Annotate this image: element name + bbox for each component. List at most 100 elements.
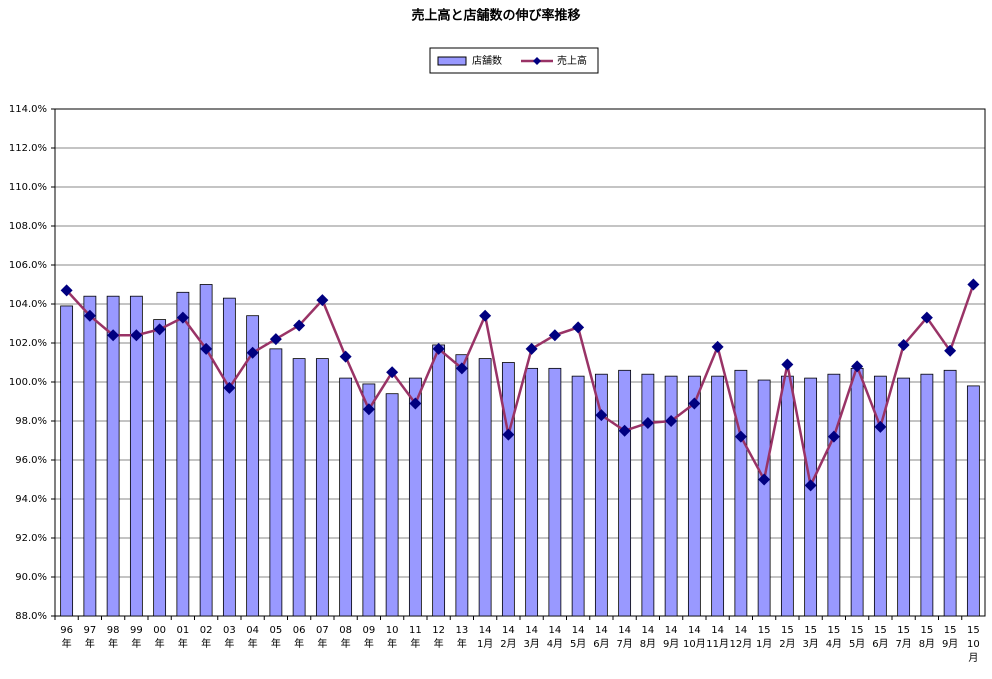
y-tick-label: 98.0%: [15, 416, 47, 427]
x-tick-line: 98: [107, 625, 120, 636]
x-tick-line: 年: [410, 637, 420, 650]
x-tick-label: 13 年: [456, 625, 469, 650]
x-tick-line: 03: [223, 625, 236, 636]
x-tick-line: 09: [363, 625, 376, 636]
x-tick-label: 15 5月: [849, 625, 865, 650]
x-tick-label: 15 2月: [779, 625, 795, 650]
x-tick-line: 年: [364, 637, 374, 650]
marker: [107, 329, 120, 342]
x-tick-line: 2月: [779, 638, 795, 650]
marker: [455, 362, 468, 375]
x-tick-line: 15: [897, 625, 910, 636]
bar: [920, 373, 934, 617]
bar: [83, 295, 97, 617]
x-tick-label: 14 8月: [640, 625, 656, 650]
x-tick-label: 15 9月: [942, 625, 958, 650]
x-tick-line: 05: [270, 625, 283, 636]
x-tick-line: 14: [479, 625, 492, 636]
x-tick-line: 15: [828, 625, 841, 636]
x-tick-line: 14: [665, 625, 678, 636]
x-tick-line: 14: [549, 625, 562, 636]
x-tick-line: 年: [201, 637, 211, 650]
bar: [455, 354, 469, 617]
x-tick-line: 8月: [640, 638, 656, 650]
x-tick-line: 年: [457, 637, 467, 650]
bar: [525, 367, 539, 617]
x-tick-label: 04 年: [246, 625, 259, 650]
bar: [199, 284, 213, 617]
marker: [316, 294, 329, 307]
marker: [688, 397, 701, 410]
marker: [293, 319, 306, 332]
marker: [874, 420, 887, 433]
marker: [386, 366, 399, 379]
x-tick-line: 年: [178, 637, 188, 650]
marker: [595, 409, 608, 422]
marker: [734, 430, 747, 443]
x-tick-line: 年: [155, 637, 165, 650]
marker: [920, 311, 933, 324]
y-tick-label: 94.0%: [15, 494, 47, 505]
marker: [781, 358, 794, 371]
bar: [385, 393, 399, 617]
x-tick-label: 15 7月: [895, 625, 911, 650]
marker: [758, 473, 771, 486]
bar: [292, 358, 306, 617]
x-tick-label: 14 2月: [500, 625, 516, 650]
x-tick-line: 5月: [849, 638, 865, 650]
y-tick-label: 108.0%: [9, 221, 47, 232]
x-tick-line: 14: [502, 625, 515, 636]
y-tick-label: 100.0%: [9, 377, 47, 388]
x-tick-line: 年: [248, 637, 258, 650]
bar: [408, 377, 422, 617]
y-tick-label: 90.0%: [15, 572, 47, 583]
bar: [873, 375, 887, 617]
marker: [967, 278, 980, 291]
x-tick-label: 00 年: [153, 625, 166, 650]
x-tick-line: 15: [758, 625, 771, 636]
bar: [246, 315, 260, 617]
marker: [944, 344, 957, 357]
marker: [339, 350, 352, 363]
x-tick-label: 14 5月: [570, 625, 586, 650]
marker: [665, 415, 678, 427]
x-tick-line: 月: [968, 652, 978, 664]
x-tick-line: 年: [317, 637, 327, 650]
bar: [734, 369, 748, 617]
x-tick-label: 15 3月: [802, 625, 818, 650]
bar: [153, 319, 167, 617]
x-tick-line: 97: [84, 625, 97, 636]
x-tick-line: 年: [224, 637, 234, 650]
x-tick-line: 00: [153, 625, 166, 636]
bar: [780, 375, 794, 617]
x-tick-line: 14: [595, 625, 608, 636]
x-tick-line: 02: [200, 625, 213, 636]
x-tick-line: 9月: [663, 638, 679, 650]
bar: [897, 377, 911, 617]
x-tick-label: 14 6月: [593, 625, 609, 650]
x-tick-label: 12 年: [432, 625, 445, 650]
bar: [943, 369, 957, 617]
x-tick-label: 14 1月: [477, 625, 493, 650]
x-tick-line: 1月: [756, 638, 772, 650]
y-tick-label: 114.0%: [9, 104, 47, 115]
bar: [501, 362, 515, 617]
x-tick-line: 11: [409, 625, 422, 636]
x-tick-line: 年: [294, 637, 304, 650]
x-tick-line: 5月: [570, 638, 586, 650]
x-tick-line: 7月: [895, 638, 911, 650]
x-tick-line: 07: [316, 625, 329, 636]
x-tick-line: 年: [387, 637, 397, 650]
x-tick-line: 14: [618, 625, 631, 636]
x-tick-line: 14: [525, 625, 538, 636]
bar: [339, 377, 353, 617]
x-tick-label: 14 7月: [616, 625, 632, 650]
x-tick-line: 01: [177, 625, 190, 636]
y-tick-label: 106.0%: [9, 260, 47, 271]
marker: [223, 381, 236, 394]
x-tick-line: 9月: [942, 638, 958, 650]
marker: [432, 342, 445, 355]
x-tick-label: 10 年: [386, 625, 399, 650]
marker: [130, 329, 143, 342]
x-tick-label: 14 11月: [706, 625, 729, 650]
